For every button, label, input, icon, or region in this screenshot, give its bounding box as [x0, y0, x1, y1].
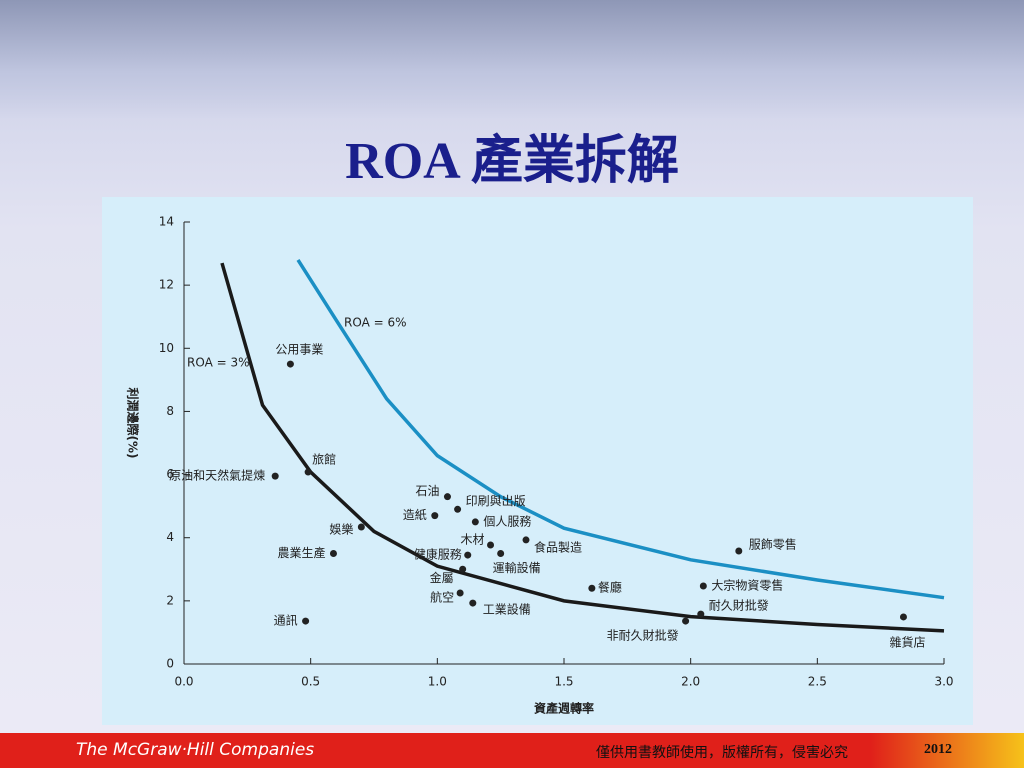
point-label: 運輸設備 [493, 560, 541, 575]
point-label: 娛樂 [329, 521, 353, 536]
point-label: 原油和天然氣提煉 [169, 468, 265, 483]
data-point [682, 617, 690, 625]
point-label: 工業設備 [483, 602, 531, 617]
data-point [588, 584, 596, 592]
data-point [271, 472, 279, 480]
curve-label: ROA = 6% [344, 316, 407, 330]
header-image [0, 0, 1024, 120]
footer: The McGraw·Hill Companies 僅供用書教師使用，版權所有，… [0, 733, 1024, 768]
point-label: 餐廳 [598, 580, 622, 595]
y-tick-label: 4 [166, 530, 174, 544]
slide-title: ROA 產業拆解 [345, 133, 679, 190]
y-axis-title: 利潤邊際(%) [126, 388, 141, 459]
data-point [487, 541, 495, 549]
brand: The McGraw·Hill Companies [76, 740, 315, 760]
x-tick-label: 0.0 [174, 675, 193, 689]
point-label: 大宗物資零售 [711, 578, 783, 593]
point-label: 金屬 [430, 570, 454, 585]
y-tick-label: 12 [159, 278, 174, 292]
point-label: 公用事業 [275, 343, 323, 357]
y-tick-label: 0 [166, 657, 174, 671]
roa-curve [296, 258, 945, 600]
point-label: 耐久財批發 [709, 598, 769, 613]
data-point [697, 610, 705, 618]
point-label: 航空 [430, 589, 454, 604]
x-tick-label: 3.0 [934, 675, 953, 689]
point-label: 通訊 [274, 613, 298, 628]
data-point [497, 550, 505, 557]
x-tick-label: 2.0 [681, 675, 700, 689]
data-point [431, 512, 439, 520]
data-point [329, 550, 337, 557]
point-label: 健康服務 [414, 547, 462, 562]
data-point [735, 547, 743, 555]
y-tick-label: 8 [166, 404, 174, 418]
x-axis-title: 資產週轉率 [534, 701, 594, 716]
roa-curve [220, 262, 945, 633]
point-label: 旅館 [312, 452, 336, 467]
y-tick-label: 10 [159, 341, 174, 355]
chart: 0 2 4 6 8 10 12 14 0.0 0.5 1.0 1.5 2.0 2.5 3.0 資產週轉率 利潤邊… [102, 197, 973, 725]
point-label: 雜貨店 [889, 634, 925, 649]
notice: 僅供用書教師使用，版權所有，侵害必究 [596, 745, 848, 761]
data-point [471, 518, 479, 526]
year: 2012 [924, 742, 952, 757]
data-point [302, 617, 310, 625]
x-tick-label: 2.5 [808, 675, 827, 689]
point-label: 木材 [461, 532, 485, 546]
data-point [522, 536, 530, 544]
x-tick-label: 1.5 [554, 675, 573, 689]
data-point [699, 582, 707, 590]
data-point [459, 565, 467, 573]
x-tick-label: 0.5 [301, 675, 320, 689]
data-point [464, 551, 472, 559]
y-tick-label: 6 [166, 467, 174, 481]
data-point [357, 523, 365, 531]
data-point [443, 493, 451, 501]
data-point [454, 505, 462, 513]
point-label: 食品製造 [534, 539, 582, 554]
point-label: 服飾零售 [749, 536, 797, 551]
data-point [469, 599, 477, 607]
data-point [304, 468, 312, 476]
point-label: 農業生產 [277, 545, 325, 560]
point-label: 印刷與出版 [466, 494, 526, 508]
point-label: 造紙 [403, 507, 427, 522]
chart-background [102, 197, 973, 725]
x-tick-label: 1.0 [428, 675, 447, 689]
point-label: 個人服務 [483, 514, 531, 528]
data-point [456, 589, 464, 597]
data-point [899, 613, 907, 621]
curve-label: ROA = 3% [187, 356, 250, 370]
data-point [286, 360, 294, 368]
y-tick-label: 14 [159, 215, 174, 229]
point-label: 石油 [415, 484, 439, 498]
point-label: 非耐久財批發 [607, 628, 679, 643]
y-tick-label: 2 [166, 593, 174, 607]
